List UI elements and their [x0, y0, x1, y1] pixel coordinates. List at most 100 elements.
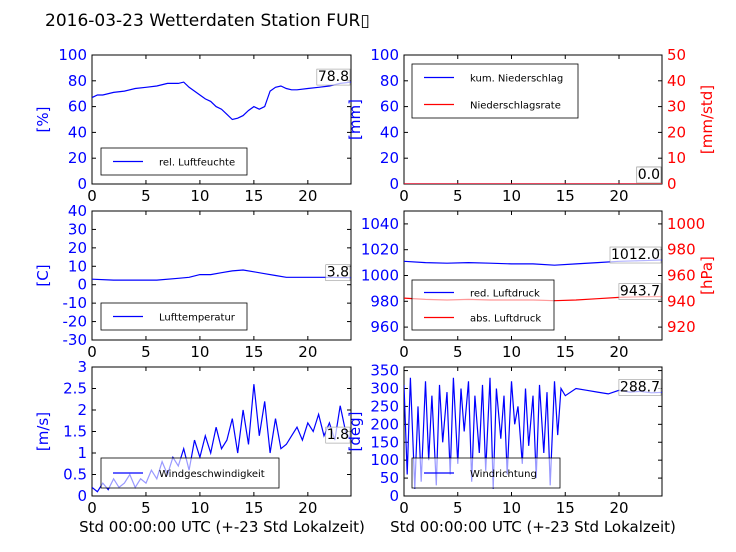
humidity-last-value-box — [316, 68, 351, 86]
figure-title: 2016-03-23 Wetterdaten Station FUR▯ — [45, 11, 370, 31]
pressure-last-value-box — [609, 246, 662, 264]
humidity-x-tick-label: 0 — [87, 187, 97, 205]
precip-last-value-2: 0.0 — [638, 167, 660, 183]
wind_speed-y-tick-label: 2.5 — [63, 380, 87, 398]
pressure-y-tick-label: 1040 — [361, 215, 399, 233]
pressure-y-tick-label: 980 — [370, 292, 399, 310]
temperature-y-tick-label: -30 — [63, 331, 88, 349]
pressure-x-tick-label: 10 — [502, 343, 521, 361]
temperature-series-0-line — [92, 269, 351, 281]
pressure-y2-tick-label: 920 — [667, 318, 696, 336]
precip-y2-tick-label: 50 — [667, 46, 686, 64]
pressure-legend-label: red. Luftdruck — [470, 289, 540, 300]
wind_direction-y-tick-label: 0 — [389, 487, 399, 505]
humidity-last-value: 78.8 — [318, 69, 349, 85]
precip-legend-label: Niederschlagsrate — [470, 101, 561, 112]
pressure-last-value: 1012.0 — [611, 247, 660, 263]
precip-legend-label: kum. Niederschlag — [470, 74, 563, 85]
temperature-x-tick-label: 15 — [244, 343, 263, 361]
wind_direction-y-tick-label: 200 — [370, 415, 399, 433]
wind_direction-y-tick-label: 250 — [370, 397, 399, 415]
pressure-last-value-2: 943.7 — [620, 284, 660, 300]
precip-y2-tick-label: 20 — [667, 123, 686, 141]
x-axis-label-right: Std 00:00:00 UTC (+-23 Std Lokalzeit) — [390, 518, 676, 536]
temperature-x-tick-label: 0 — [87, 343, 97, 361]
temperature-last-value-box — [325, 264, 351, 282]
precip-x-tick-label: 0 — [399, 187, 409, 205]
precip-y-tick-label: 0 — [389, 175, 399, 193]
temperature-y-tick-label: 40 — [68, 202, 87, 220]
wind_speed-x-tick-label: 15 — [244, 499, 263, 517]
wind_speed-y-tick-label: 0 — [77, 487, 87, 505]
pressure-x-tick-label: 20 — [609, 343, 628, 361]
wind_direction-x-tick-label: 10 — [502, 499, 521, 517]
wind_speed-y-tick-label: 1.5 — [63, 423, 87, 441]
wind_speed-y-tick-label: 1 — [77, 444, 87, 462]
temperature-x-tick-label: 5 — [141, 343, 151, 361]
precip-y-axis-label: [mm] — [346, 99, 364, 140]
humidity-x-tick-label: 10 — [190, 187, 209, 205]
wind_direction-y-tick-label: 150 — [370, 433, 399, 451]
temperature-y-tick-label: -10 — [63, 294, 88, 312]
pressure-y-tick-label: 1020 — [361, 241, 399, 259]
wind_speed-legend-label: Windgeschwindigkeit — [159, 469, 265, 480]
pressure-x-tick-label: 0 — [399, 343, 409, 361]
temperature-y-tick-label: 10 — [68, 257, 87, 275]
wind_direction-y-tick-label: 50 — [380, 469, 399, 487]
pressure-y-tick-label: 960 — [370, 318, 399, 336]
precip-y-tick-label: 100 — [370, 46, 399, 64]
wind_direction-x-tick-label: 15 — [556, 499, 575, 517]
precip-y2-axis-label: [mm/std] — [698, 85, 716, 154]
precip-y-tick-label: 80 — [380, 72, 399, 90]
precip-x-tick-label: 10 — [502, 187, 521, 205]
wind_direction-y-axis-label: [deg] — [346, 412, 364, 452]
wind_speed-last-value: 1.8 — [327, 427, 349, 443]
precip-x-tick-label: 5 — [453, 187, 463, 205]
wind_speed-y-tick-label: 3 — [77, 358, 87, 376]
temperature-legend-label: Lufttemperatur — [159, 313, 236, 324]
wind_speed-x-tick-label: 0 — [87, 499, 97, 517]
temperature-y-tick-label: -20 — [63, 313, 88, 331]
temperature-legend-box — [100, 302, 248, 331]
humidity-y-tick-label: 80 — [68, 72, 87, 90]
pressure-last-value-2-box — [618, 283, 662, 300]
pressure-y2-tick-label: 1000 — [667, 215, 705, 233]
humidity-y-tick-label: 100 — [58, 46, 87, 64]
humidity-legend-box — [100, 147, 248, 176]
temperature-x-tick-label: 10 — [190, 343, 209, 361]
pressure-y2-tick-label: 940 — [667, 292, 696, 310]
pressure-legend-label: abs. Luftdruck — [470, 314, 541, 325]
precip-y2-tick-label: 30 — [667, 98, 686, 116]
wind_direction-x-tick-label: 20 — [609, 499, 628, 517]
precip-x-tick-label: 15 — [556, 187, 575, 205]
wind_direction-last-value-box — [618, 379, 662, 396]
precip-y2-tick-label: 10 — [667, 149, 686, 167]
temperature-y-tick-label: 0 — [77, 276, 87, 294]
wind_speed-x-tick-label: 20 — [298, 499, 317, 517]
temperature-last-value: 3.8 — [327, 265, 349, 281]
wind_speed-last-value-box — [325, 426, 351, 444]
wind_speed-x-tick-label: 5 — [141, 499, 151, 517]
pressure-y2-tick-label: 980 — [667, 241, 696, 259]
wind_speed-x-tick-label: 10 — [190, 499, 209, 517]
wind_speed-y-tick-label: 0.5 — [63, 466, 87, 484]
temperature-x-tick-label: 20 — [298, 343, 317, 361]
wind_speed-y-tick-label: 2 — [77, 401, 87, 419]
x-axis-label-left: Std 00:00:00 UTC (+-23 Std Lokalzeit) — [79, 518, 365, 536]
wind_direction-x-tick-label: 5 — [453, 499, 463, 517]
humidity-y-tick-label: 60 — [68, 98, 87, 116]
wind_direction-y-tick-label: 300 — [370, 380, 399, 398]
wind_direction-legend-label: Windrichtung — [470, 469, 537, 480]
humidity-x-tick-label: 15 — [244, 187, 263, 205]
humidity-y-axis-label: [%] — [34, 107, 52, 133]
wind_speed-y-axis-label: [m/s] — [34, 412, 52, 451]
wind_direction-legend-box — [411, 457, 561, 489]
pressure-y-tick-label: 1000 — [361, 267, 399, 285]
temperature-y-tick-label: 20 — [68, 239, 87, 257]
temperature-y-axis-label: [C] — [34, 264, 52, 286]
humidity-series-0-line — [92, 81, 351, 121]
precip-last-value-2-box — [636, 166, 662, 184]
pressure-legend-box — [411, 279, 555, 331]
humidity-y-tick-label: 0 — [77, 175, 87, 193]
precip-y2-tick-label: 0 — [667, 175, 677, 193]
